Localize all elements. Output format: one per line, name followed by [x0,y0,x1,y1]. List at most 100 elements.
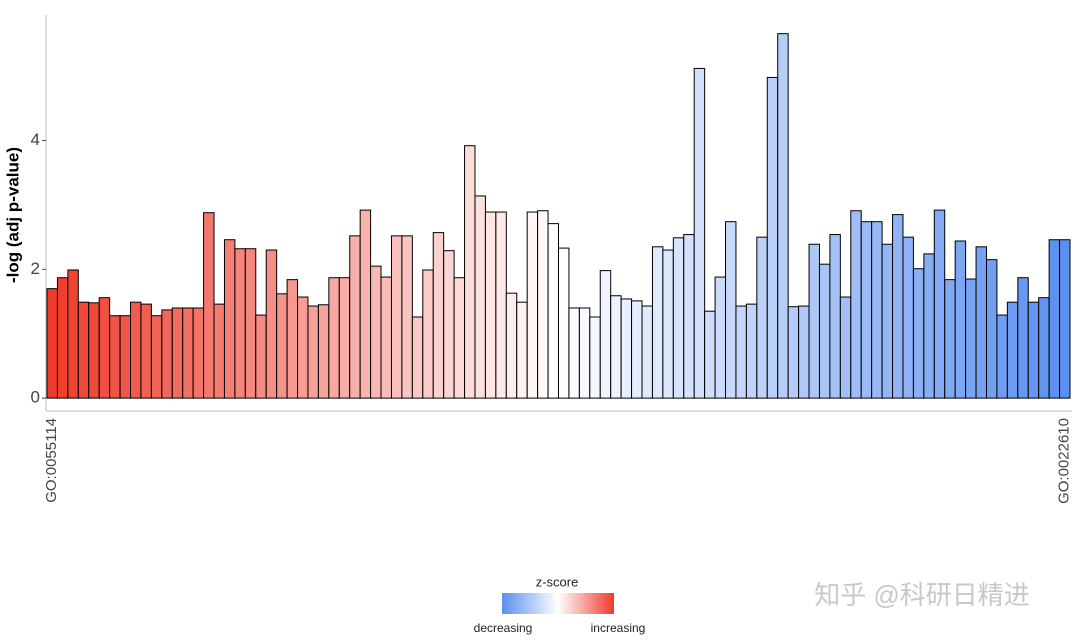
bar [526,211,539,399]
bar [328,277,340,399]
bar [140,303,152,399]
bar [766,76,779,399]
bar [213,303,225,399]
bar [996,314,1008,399]
bar [860,221,873,399]
bar [902,236,914,399]
bar [975,246,987,399]
bar [745,303,758,399]
bar [787,306,800,399]
bar [631,300,643,399]
bar [881,243,894,399]
bar [223,239,236,399]
bar [130,301,142,399]
bar [756,236,768,399]
bar [725,221,737,399]
bar [338,277,351,399]
bar [370,265,382,399]
y-tick-label: 2 [31,259,40,278]
bar [933,209,946,399]
bar [808,243,820,399]
legend-title: z-score [536,574,579,589]
y-tick-label: 4 [31,130,40,149]
legend-high: increasing [591,621,646,635]
bar [693,67,706,399]
bar [432,232,445,399]
bar [150,315,163,399]
bar [610,295,622,399]
bar [359,209,372,399]
bar [192,307,205,399]
bar [558,247,570,399]
bar [589,316,601,399]
bar [171,307,184,399]
bar [1059,239,1071,399]
bar [98,297,111,399]
bar [297,296,309,399]
bar [537,210,549,399]
bar [119,315,132,399]
bar [578,307,591,399]
bar [829,234,841,399]
bar [620,298,633,399]
bar [516,301,528,399]
bar [568,307,580,399]
bar [965,278,977,399]
bar [265,249,278,399]
bar [641,305,653,399]
bar [1006,301,1019,399]
bar [505,292,518,399]
bar [954,240,967,399]
bar [1038,297,1050,399]
bar [495,211,507,399]
bar [704,310,716,399]
bar [161,309,173,399]
bar [923,253,935,399]
bar [286,279,299,399]
watermark: 知乎 @科研日精进 [814,580,1030,610]
bar [1048,239,1061,399]
bar [547,223,559,399]
x-tick-label: GO:0055114 [43,418,60,503]
bar [56,277,69,399]
bar [46,288,58,399]
legend-colorbar [502,593,614,614]
bar [599,270,612,399]
bar [798,305,810,399]
bar [651,246,664,399]
bar [443,250,455,399]
bar [944,279,956,399]
bar [474,195,486,399]
bar [683,234,695,399]
bar [88,302,100,399]
x-tick-label: GO:0022610 [1056,418,1073,504]
bar [255,314,267,399]
bar [307,305,319,399]
bar [453,277,466,399]
y-axis-title: -log (adj p-value) [3,147,22,283]
bar [401,235,413,399]
bar [244,248,257,399]
bar [871,221,883,399]
bar [672,237,685,399]
bar [464,145,476,399]
bar [777,33,789,399]
bar [839,296,852,399]
bar [234,248,246,399]
bar [67,269,79,399]
bar [109,315,121,399]
bar [912,268,925,399]
bar [203,212,215,399]
bar [380,276,392,399]
bar [1017,277,1029,399]
bar [484,211,497,399]
y-tick-label: 0 [31,388,40,407]
bar [422,269,434,399]
bar [662,249,674,399]
bar [411,316,424,399]
bar [317,304,330,399]
bar [1027,301,1040,399]
bar [735,305,747,399]
bar [892,214,904,399]
